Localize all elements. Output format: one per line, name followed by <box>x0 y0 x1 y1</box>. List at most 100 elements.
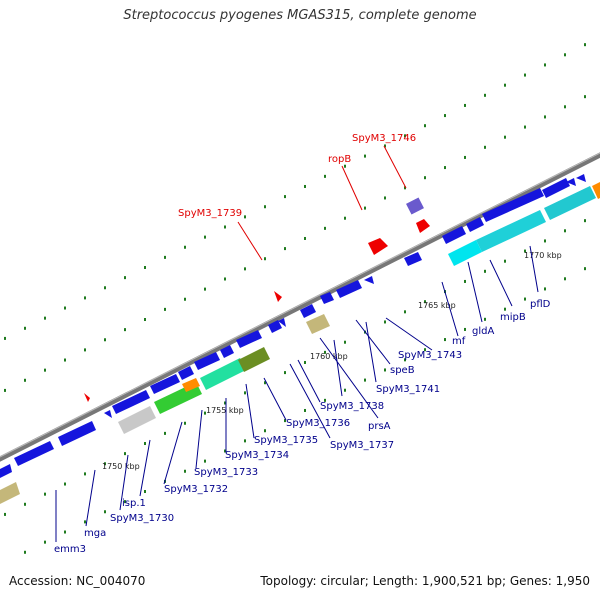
gc-dot <box>404 186 406 190</box>
label-mipb[interactable]: mipB <box>500 312 526 323</box>
gc-dot <box>404 358 406 362</box>
label-spym3-1734[interactable]: SpyM3_1734 <box>225 450 289 461</box>
gc-dot <box>364 206 366 210</box>
gene-arrow[interactable] <box>320 292 334 304</box>
gene-arrow[interactable] <box>220 345 234 358</box>
gene-spym3-1739-marker[interactable] <box>84 393 90 402</box>
label-speb[interactable]: speB <box>390 365 415 376</box>
gc-dot <box>184 421 186 425</box>
gc-dot <box>504 259 506 263</box>
gc-dot <box>224 401 226 405</box>
gc-dot <box>84 296 86 300</box>
gene-arrow[interactable] <box>150 374 180 394</box>
gene-arrow[interactable] <box>268 320 282 333</box>
gc-dot <box>344 388 346 392</box>
gc-dot <box>164 307 166 311</box>
gene-arrow[interactable] <box>112 390 150 414</box>
gene-block[interactable] <box>238 347 270 372</box>
label-spym3-1743[interactable]: SpyM3_1743 <box>398 350 462 361</box>
gene-arrow[interactable] <box>576 174 586 182</box>
gene-arrow[interactable] <box>0 464 12 478</box>
label-mf[interactable]: mf <box>452 336 466 347</box>
gene-arrow[interactable] <box>236 330 262 348</box>
gene-arrow[interactable] <box>58 421 96 446</box>
label-glda[interactable]: gldA <box>472 326 494 337</box>
gene-slate-box[interactable] <box>406 197 424 215</box>
label-leaders <box>55 145 539 542</box>
label-spym3-1736[interactable]: SpyM3_1736 <box>286 418 350 429</box>
gene-arrow[interactable] <box>14 441 54 466</box>
label-spym3-1735[interactable]: SpyM3_1735 <box>254 435 318 446</box>
label-spym3-1738[interactable]: SpyM3_1738 <box>320 401 384 412</box>
label-mga[interactable]: mga <box>84 528 106 539</box>
gc-dot <box>344 216 346 220</box>
gc-dot <box>224 225 226 229</box>
gc-dot <box>84 520 86 524</box>
gene-arrow[interactable] <box>364 276 374 284</box>
gc-dot <box>184 469 186 473</box>
gc-dot <box>304 360 306 364</box>
gene-block[interactable] <box>118 406 156 434</box>
tick-1765: 1765 kbp <box>418 301 456 310</box>
gene-block[interactable] <box>0 482 20 504</box>
gene-labels-top: SpyM3_1739 ropB SpyM3_1746 <box>178 133 416 219</box>
gene-arrow[interactable] <box>542 178 570 198</box>
label-spym3-1730[interactable]: SpyM3_1730 <box>110 513 174 524</box>
gc-dot <box>524 73 526 77</box>
label-spym3-1737[interactable]: SpyM3_1737 <box>330 440 394 451</box>
gene-ropb[interactable] <box>368 238 388 255</box>
label-pfld[interactable]: pflD <box>530 299 551 310</box>
gene-spym3-1746[interactable] <box>416 219 430 233</box>
label-spym3-1746[interactable]: SpyM3_1746 <box>352 133 416 144</box>
gc-dot <box>224 277 226 281</box>
gene-arrow[interactable] <box>566 178 576 186</box>
gc-dot <box>164 431 166 435</box>
gene-block[interactable] <box>592 182 600 199</box>
label-spym3-1739[interactable]: SpyM3_1739 <box>178 208 242 219</box>
gc-dot <box>564 53 566 57</box>
gc-dot <box>44 492 46 496</box>
gc-dot <box>104 286 106 290</box>
red-genes <box>84 197 430 402</box>
gene-arrow[interactable] <box>466 217 484 232</box>
gene-block[interactable] <box>544 186 596 220</box>
gene-arrow[interactable] <box>336 280 362 298</box>
gc-dot <box>104 338 106 342</box>
label-isp1[interactable]: isp.1 <box>122 498 146 509</box>
gc-dot <box>404 310 406 314</box>
gene-arrow[interactable] <box>178 366 194 380</box>
gc-dot <box>304 184 306 188</box>
gc-dot <box>124 452 126 456</box>
gene-arrow[interactable] <box>278 318 286 327</box>
label-spym3-1733[interactable]: SpyM3_1733 <box>194 467 258 478</box>
gc-dot <box>564 277 566 281</box>
gc-dot <box>524 125 526 129</box>
gc-dot <box>384 320 386 324</box>
gene-block[interactable] <box>306 314 330 334</box>
label-emm3[interactable]: emm3 <box>54 544 86 555</box>
gene-arrow[interactable] <box>442 226 466 244</box>
gene-arrow[interactable] <box>194 352 220 370</box>
gene-arrow[interactable] <box>300 304 316 318</box>
gc-dot <box>464 103 466 107</box>
gene-arrow[interactable] <box>404 252 422 266</box>
gene-spym3-1739[interactable] <box>274 291 282 302</box>
gc-dot <box>64 358 66 362</box>
gc-dot <box>204 235 206 239</box>
gene-arrow[interactable] <box>104 410 112 418</box>
gc-dot <box>544 115 546 119</box>
gene-block[interactable] <box>200 358 246 390</box>
gc-dot <box>504 83 506 87</box>
gc-dot <box>484 93 486 97</box>
label-spym3-1741[interactable]: SpyM3_1741 <box>376 384 440 395</box>
gc-dot <box>164 255 166 259</box>
label-spym3-1732[interactable]: SpyM3_1732 <box>164 484 228 495</box>
gene-block[interactable] <box>448 240 482 266</box>
gene-block[interactable] <box>182 378 200 392</box>
gene-arrow[interactable] <box>482 188 544 222</box>
gc-dot <box>204 459 206 463</box>
genome-backbone <box>0 152 600 462</box>
label-ropb[interactable]: ropB <box>328 154 351 165</box>
label-prsa[interactable]: prsA <box>368 421 391 432</box>
gene-block[interactable] <box>476 210 546 252</box>
